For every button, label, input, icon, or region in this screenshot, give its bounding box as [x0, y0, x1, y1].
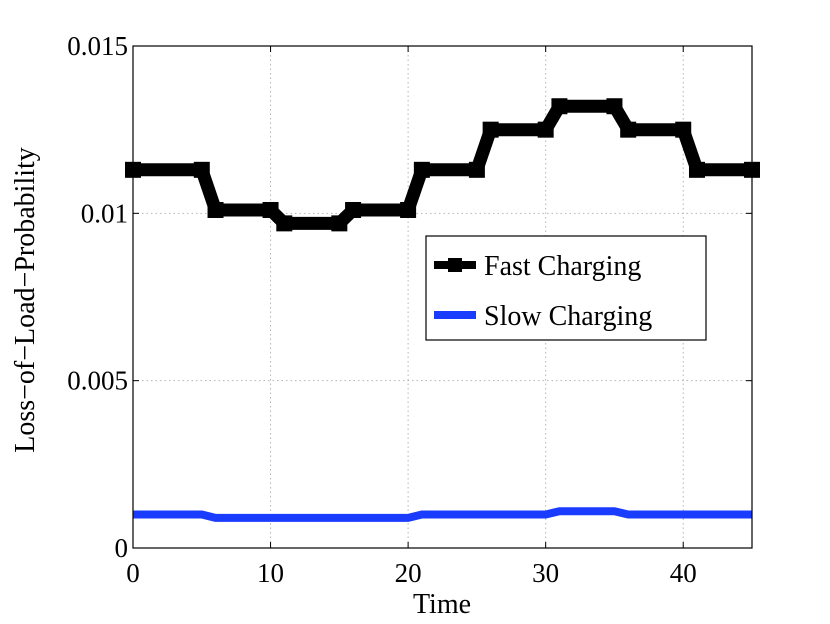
- legend-fast-charging-label: Fast Charging: [484, 251, 641, 282]
- fast-charging-point: [537, 121, 554, 138]
- fast-charging-point: [207, 201, 224, 218]
- y-tick-label: 0: [115, 533, 129, 563]
- y-tick-label: 0.005: [67, 366, 128, 396]
- x-tick-label: 20: [395, 558, 422, 588]
- plot-frame: [132, 45, 753, 549]
- series-layer: [125, 98, 760, 522]
- legend-slow-charging-label: Slow Charging: [484, 301, 652, 332]
- x-tick-label: 10: [257, 558, 284, 588]
- fast-charging-point: [620, 121, 637, 138]
- fast-charging-point: [331, 215, 348, 232]
- fast-charging-point: [262, 201, 279, 218]
- fast-charging-point: [468, 161, 485, 178]
- y-tick-label: 0.01: [81, 198, 128, 228]
- legend-box: [425, 235, 707, 341]
- fast-charging-point: [413, 161, 430, 178]
- y-axis-label: Loss−of−Load−Probability: [10, 147, 41, 453]
- fast-charging-series-line: [133, 99, 752, 230]
- fast-charging-point: [482, 121, 499, 138]
- x-tick-label: 40: [670, 558, 697, 588]
- fast-charging-point: [276, 215, 293, 232]
- fast-charging-point: [606, 98, 623, 115]
- fast-charging-point: [688, 161, 705, 178]
- fast-charging-point: [345, 201, 362, 218]
- axis-ticks: 0 10 20 30 40 0 0.005 0.01 0.015: [67, 31, 752, 588]
- legend-fast-charging-marker: [448, 258, 462, 272]
- slow-charging-series-line: [133, 507, 752, 522]
- y-tick-label: 0.015: [67, 31, 128, 61]
- fast-charging-point: [551, 98, 568, 115]
- fast-charging-point: [193, 161, 210, 178]
- x-axis-label: Time: [413, 589, 471, 620]
- legend: Fast Charging Slow Charging: [425, 235, 707, 341]
- x-tick-label: 30: [532, 558, 559, 588]
- fast-charging-point: [675, 121, 692, 138]
- x-tick-label: 0: [126, 558, 140, 588]
- fast-charging-point: [400, 201, 417, 218]
